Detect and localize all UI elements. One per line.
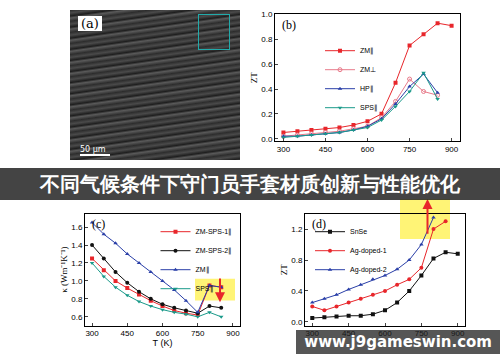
svg-text:Ag-doped-1: Ag-doped-1 (350, 247, 387, 255)
svg-text:SPS∥: SPS∥ (360, 104, 378, 112)
html-text:不同气候条件下守门员手套材质创新与性能优化: 不同气候条件下守门员手套材质创新与性能优化 (40, 172, 460, 196)
svg-text:1.0: 1.0 (261, 10, 273, 19)
svg-text:(b): (b) (282, 18, 296, 32)
svg-text:300: 300 (85, 329, 99, 338)
svg-text:ZM∥: ZM∥ (360, 47, 374, 55)
svg-text:0.6: 0.6 (261, 60, 273, 69)
svg-text:0.8: 0.8 (291, 256, 303, 265)
svg-text:ZM∥: ZM∥ (196, 266, 210, 274)
svg-text:HP∥: HP∥ (360, 85, 374, 93)
html-text:50 μm: 50 μm (80, 145, 106, 154)
svg-text:ZT: ZT (279, 264, 289, 275)
svg-text:1.6: 1.6 (71, 223, 83, 232)
svg-text:(d): (d) (312, 217, 326, 231)
svg-text:0.6: 0.6 (71, 313, 83, 322)
svg-text:0.0: 0.0 (291, 318, 303, 327)
svg-text:ZM⊥: ZM⊥ (360, 66, 376, 73)
svg-text:ZM-SPS-2∥: ZM-SPS-2∥ (196, 247, 233, 255)
svg-text:900: 900 (226, 329, 240, 338)
html-text:www.j9gameswin.com: www.j9gameswin.com (304, 333, 492, 351)
svg-text:600: 600 (361, 145, 375, 154)
svg-text:0.4: 0.4 (261, 85, 273, 94)
svg-text:450: 450 (121, 329, 135, 338)
svg-text:T (K): T (K) (153, 338, 173, 348)
svg-text:600: 600 (156, 329, 170, 338)
svg-text:Ag-doped-2: Ag-doped-2 (350, 266, 387, 274)
svg-text:1.2: 1.2 (291, 225, 303, 234)
svg-text:1.2: 1.2 (71, 259, 83, 268)
svg-text:750: 750 (191, 329, 205, 338)
svg-text:ZM-SPS-1∥: ZM-SPS-1∥ (196, 228, 233, 236)
svg-text:SPS∥: SPS∥ (196, 285, 214, 293)
svg-text:SnSe: SnSe (350, 228, 367, 235)
svg-text:300: 300 (277, 145, 291, 154)
svg-text:κ (Wm⁻¹K⁻¹): κ (Wm⁻¹K⁻¹) (59, 247, 69, 293)
html-text:(a): (a) (81, 16, 99, 31)
svg-text:0.8: 0.8 (261, 35, 273, 44)
svg-text:(c): (c) (92, 217, 105, 231)
svg-text:1.4: 1.4 (71, 241, 83, 250)
svg-text:0.4: 0.4 (291, 287, 303, 296)
svg-text:750: 750 (403, 145, 417, 154)
svg-text:900: 900 (445, 145, 459, 154)
svg-text:0.8: 0.8 (71, 295, 83, 304)
svg-text:0.0: 0.0 (261, 135, 273, 144)
svg-text:1.0: 1.0 (71, 277, 83, 286)
svg-text:ZT: ZT (249, 72, 259, 83)
svg-text:450: 450 (319, 145, 333, 154)
svg-text:0.2: 0.2 (261, 110, 273, 119)
